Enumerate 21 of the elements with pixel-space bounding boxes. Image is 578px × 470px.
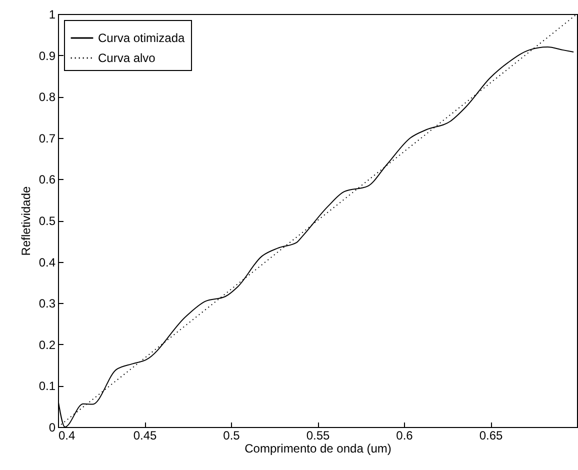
x-axis-title: Comprimento de onda (um) [244, 442, 392, 456]
x-tick-label: 0.55 [306, 428, 330, 442]
y-tick-label: 0.7 [38, 131, 56, 146]
y-tick-label: 0.6 [38, 172, 56, 187]
x-tick-label: 0.65 [479, 428, 503, 442]
y-tick-label: 0.4 [38, 255, 56, 270]
legend-label: Curva otimizada [98, 31, 186, 45]
x-tick-label: 0.4 [58, 428, 76, 442]
y-tick-label: 0.5 [38, 214, 56, 228]
y-tick-label: 1 [48, 8, 56, 22]
y-tick-label: 0.3 [38, 296, 56, 311]
y-axis-title: Refletividade [18, 186, 33, 256]
y-tick-label: 0.8 [38, 90, 56, 104]
x-tick-label: 0.5 [223, 428, 240, 442]
y-tick-label: 0.1 [38, 379, 56, 394]
y-tick-label: 0.9 [38, 48, 56, 63]
x-tick-label: 0.45 [133, 428, 157, 442]
y-tick-label: 0 [48, 420, 56, 434]
x-tick-label: 0.6 [396, 428, 414, 442]
y-tick-label: 0.2 [38, 338, 56, 352]
legend-label: Curva alvo [98, 51, 156, 65]
